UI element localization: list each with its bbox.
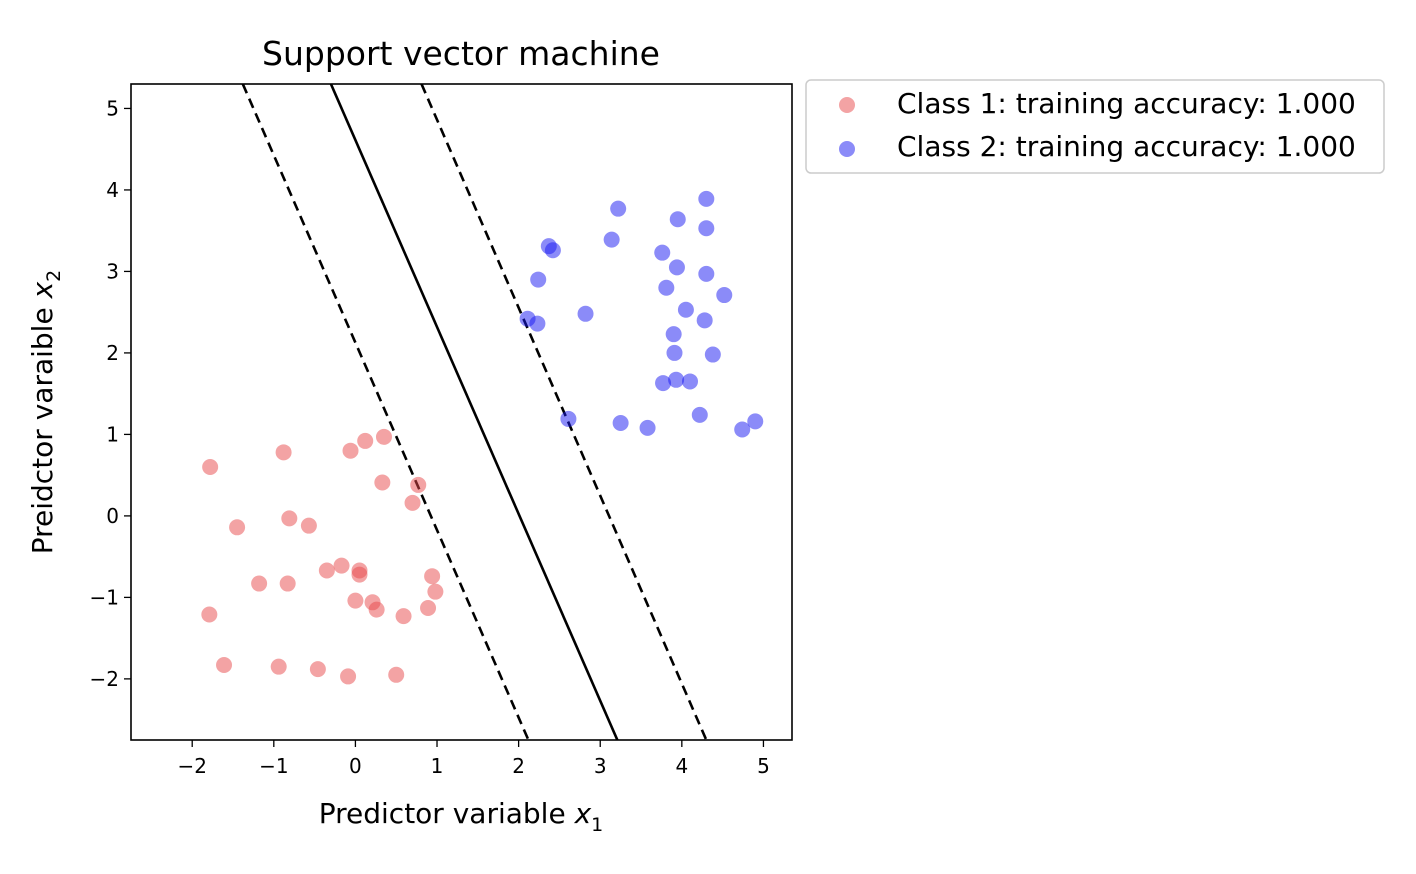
y-tick-label: −1 [90,585,119,609]
y-axis-label-var: x [26,281,59,299]
class-2-point [696,312,713,329]
class-1-point [216,657,233,674]
y-axis-ticks: −2 −1 0 1 2 3 4 5 [90,96,131,691]
class-2-point [658,279,675,296]
class-1-point [357,432,374,449]
class-2-point [610,200,627,217]
x-tick-label: 1 [431,754,444,778]
class-2-point [669,211,686,228]
legend: Class 1: training accuracy: 1.000 Class … [805,79,1385,174]
class-2-point [716,287,733,304]
class-2-point [529,315,546,332]
x-axis-label-var: x [574,797,592,830]
x-tick-label: −1 [259,754,288,778]
class-1-point [427,583,444,600]
y-tick-label: 2 [106,341,119,365]
class-1-point [420,599,437,616]
x-axis-label-text: Predictor variable [319,797,566,830]
class-2-point [668,371,685,388]
class-2-point [668,259,685,276]
class-2-point [691,406,708,423]
class-1-point [333,557,350,574]
class-1-point [318,562,335,579]
class-2-point [677,301,694,318]
class-1-point [229,519,246,536]
class-1-point [351,566,368,583]
class-1-point [410,476,427,493]
class-1-point [395,608,412,625]
class-1-point [404,494,421,511]
class-2-point [698,190,715,207]
plot-area-frame [130,83,793,741]
class-2-point [560,410,577,427]
class-2-point [654,244,671,261]
class-1-point [201,606,218,623]
chart-title: Support vector machine [262,34,660,73]
class-2-point [665,326,682,343]
class-2-point [603,231,620,248]
class-2-point [544,242,561,259]
y-axis-label-text: Preidctor varaible [26,307,59,554]
class-1-point [270,658,287,675]
y-axis-label-sub: 2 [43,270,65,282]
class-1-point [202,459,219,476]
x-tick-label: 4 [675,754,688,778]
legend-label-class-2: Class 2: training accuracy: 1.000 [897,130,1356,163]
class-2-point [734,421,751,438]
class-2-point [704,346,721,363]
x-tick-label: 2 [512,754,525,778]
svm-lines [241,84,708,740]
class-2-point [530,271,547,288]
class-2-point [655,375,672,392]
legend-marker-class-2 [839,141,855,157]
class-1-point [388,666,405,683]
decision-boundary-line [329,84,619,740]
y-tick-label: 1 [106,422,119,446]
margin-upper-line [420,84,708,740]
y-tick-label: 3 [106,259,119,283]
class-1-point [251,575,268,592]
scatter-points [201,190,764,685]
class-2-point [612,415,629,432]
legend-marker-class-1 [839,97,855,113]
class-2-point [698,265,715,282]
x-tick-label: 5 [757,754,770,778]
legend-box [805,79,1385,174]
y-tick-label: 4 [106,178,119,202]
class-1-point [424,568,441,585]
class-1-point [309,661,326,678]
margin-lower-line [241,84,530,740]
class-1-point [375,428,392,445]
y-axis-label: Preidctor varaible x2 [26,270,65,555]
class-1-point [347,592,364,609]
class-1-point [281,510,298,527]
class-2-point [681,373,698,390]
class-1-point [374,474,391,491]
x-axis-ticks: −2 −1 0 1 2 3 4 5 [177,740,770,778]
class-1-point [275,444,292,461]
y-tick-label: 0 [106,504,119,528]
class-1-point [279,575,296,592]
x-tick-label: −2 [177,754,206,778]
x-axis-label-sub: 1 [591,814,603,836]
x-tick-label: 0 [349,754,362,778]
class-2-point [666,344,683,361]
class-1-point [340,668,357,685]
class-2-point [747,413,764,430]
class-2-point [577,305,594,322]
y-tick-label: 5 [106,96,119,120]
class-1-point [368,601,385,618]
class-1-point [342,442,359,459]
legend-label-class-1: Class 1: training accuracy: 1.000 [897,87,1356,120]
class-2-point [639,419,656,436]
x-axis-label: Predictor variable x1 [319,797,604,836]
class-1-point [300,517,317,534]
y-tick-label: −2 [90,667,119,691]
class-2-point [698,220,715,237]
x-tick-label: 3 [594,754,607,778]
